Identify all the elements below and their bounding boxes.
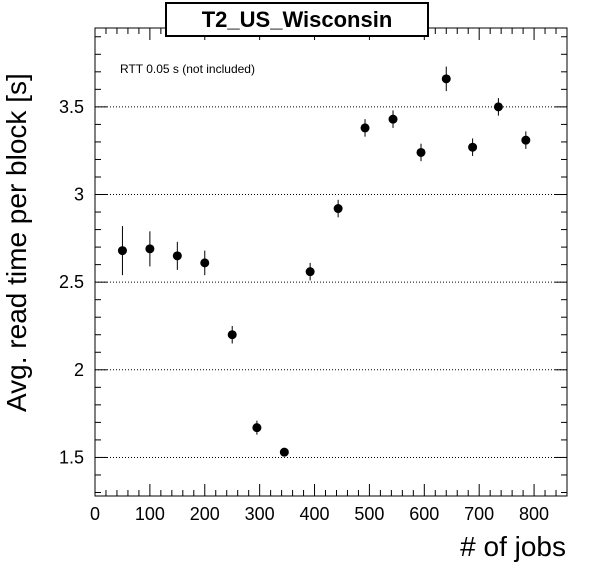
x-tick-label: 100 [135,504,165,524]
data-point [521,135,531,145]
data-point [227,330,237,340]
x-tick-label: 200 [190,504,220,524]
data-point [279,447,289,457]
data-points [117,66,531,457]
x-tick-label: 300 [245,504,275,524]
x-tick-label: 700 [464,504,494,524]
y-tick-label: 3 [74,185,84,205]
y-tick-label: 2.5 [59,272,84,292]
data-point [252,423,262,433]
x-tick-label: 400 [300,504,330,524]
grid [95,106,567,458]
x-tick-label: 800 [519,504,549,524]
x-tick-label: 0 [90,504,100,524]
x-tick-label: 500 [354,504,384,524]
data-point [493,102,503,112]
rtt-annotation: RTT 0.05 s (not included) [120,62,255,76]
plot-frame [94,27,568,497]
data-point [333,204,343,214]
data-point [172,251,182,261]
data-point [305,267,315,277]
y-tick-label: 2 [74,360,84,380]
y-tick-labels: 1.5 2 2.5 3 3.5 [59,97,84,468]
axis-ticks [94,28,568,496]
data-point [388,114,398,124]
x-tick-labels: 0 100 200 300 400 500 600 700 800 [90,504,549,524]
y-tick-label: 1.5 [59,447,84,467]
data-point [117,246,127,256]
x-tick-label: 600 [409,504,439,524]
data-point [468,142,478,152]
data-point [416,147,426,157]
y-tick-label: 3.5 [59,97,84,117]
data-point [360,123,370,133]
data-point [200,258,210,268]
data-point [441,74,451,84]
title-box [165,2,429,37]
data-point [145,244,155,254]
x-axis-label: # of jobs [460,531,566,562]
chart-title: T2_US_Wisconsin [202,7,393,32]
y-axis-label: Avg. read time per block [s] [1,73,32,412]
